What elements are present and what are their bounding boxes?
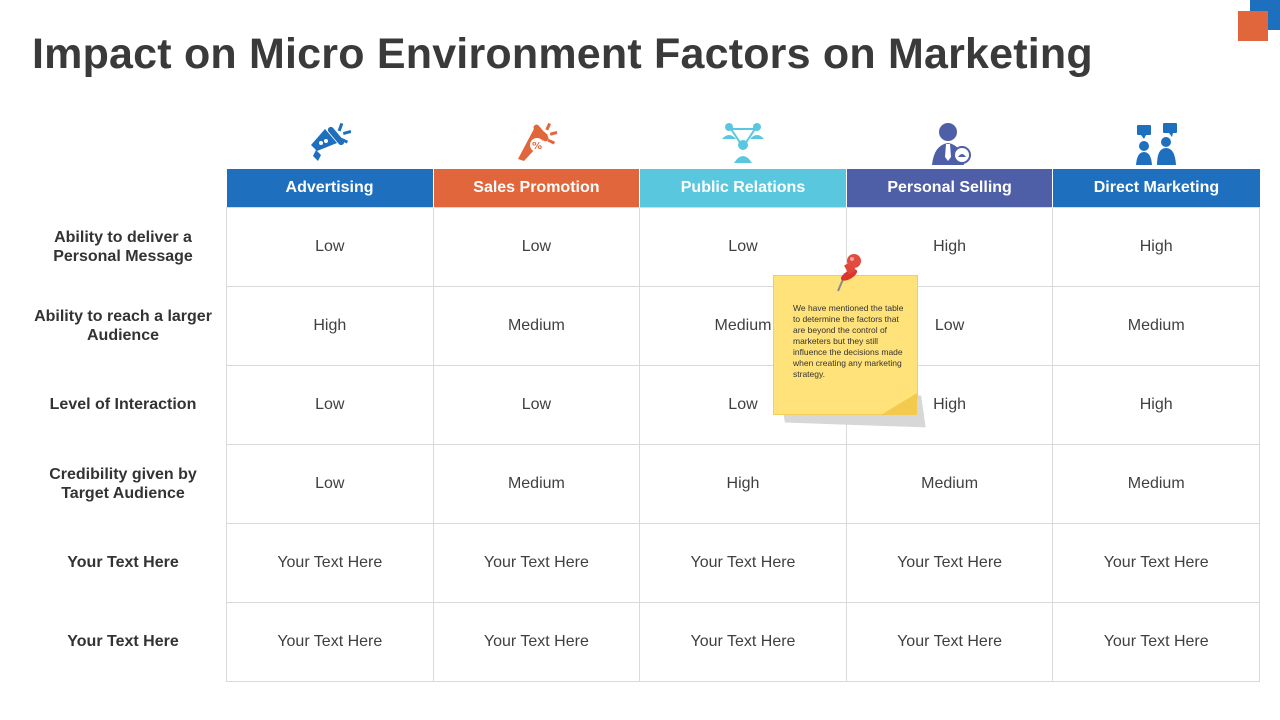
table-cell: Low (226, 207, 434, 287)
row-label: Ability to reach a larger Audience (34, 307, 212, 344)
megaphone-icon (226, 118, 433, 168)
column-header-public-relations: Public Relations (639, 169, 847, 208)
table-cell: Medium (845, 444, 1054, 524)
row-label: Ability to deliver a Personal Message (53, 228, 193, 265)
table-cell: Medium (1052, 286, 1260, 366)
table-cell: Your Text Here (639, 602, 847, 682)
pushpin-icon (837, 254, 861, 292)
table-row: Your Text Here Your Text Here Your Text … (226, 602, 1260, 682)
table-cell: Your Text Here (1052, 602, 1260, 682)
svg-text:%: % (532, 141, 542, 152)
row-label: Your Text Here (67, 554, 179, 571)
discount-megaphone-icon: % (433, 118, 640, 168)
column-header-direct-marketing: Direct Marketing (1052, 169, 1260, 208)
comparison-table: Advertising Sales Promotion Public Relat… (226, 169, 1260, 682)
table-cell: Your Text Here (432, 523, 641, 603)
column-header-advertising: Advertising (226, 169, 434, 208)
row-label: Your Text Here (67, 633, 179, 650)
table-row: Low Low Low High High (226, 365, 1260, 445)
row-label: Level of Interaction (49, 396, 197, 413)
table-cell: Your Text Here (1052, 523, 1260, 603)
table-header-row: Advertising Sales Promotion Public Relat… (226, 169, 1260, 208)
table-cell: Your Text Here (226, 523, 434, 603)
people-chat-icon (1053, 118, 1260, 168)
corner-decoration (0, 0, 1280, 50)
table-cell: High (226, 286, 434, 366)
table-row: Low Low Low High High (226, 207, 1260, 287)
column-icons-row: % (226, 118, 1260, 168)
table-cell: Your Text Here (845, 602, 1054, 682)
table-cell: Low (432, 365, 641, 445)
sticky-note-paper (773, 275, 918, 415)
column-header-personal-selling: Personal Selling (846, 169, 1054, 208)
row-labels: Ability to deliver a Personal Message Ab… (20, 207, 226, 681)
people-network-icon (640, 118, 847, 168)
table-cell: Medium (432, 444, 641, 524)
page-title: Impact on Micro Environment Factors on M… (32, 30, 1093, 78)
corner-square-orange (1238, 11, 1268, 41)
sticky-note-text: We have mentioned the table to determine… (793, 303, 904, 379)
table-cell: High (1052, 207, 1260, 287)
table-row: High Medium Medium Low Medium (226, 286, 1260, 366)
table-cell: Low (226, 365, 434, 445)
sticky-note: We have mentioned the table to determine… (773, 254, 926, 428)
salesperson-icon (846, 118, 1053, 168)
table-cell: Your Text Here (845, 523, 1054, 603)
table-cell: Low (226, 444, 434, 524)
table-cell: High (639, 444, 847, 524)
table-cell: Your Text Here (639, 523, 847, 603)
table-cell: Medium (432, 286, 641, 366)
table-row: Low Medium High Medium Medium (226, 444, 1260, 524)
table-cell: Your Text Here (432, 602, 641, 682)
table-row: Your Text Here Your Text Here Your Text … (226, 523, 1260, 603)
table-cell: Low (432, 207, 641, 287)
row-label: Credibility given by Target Audience (49, 465, 197, 502)
column-header-sales-promotion: Sales Promotion (433, 169, 641, 208)
table-cell: High (1052, 365, 1260, 445)
table-cell: Medium (1052, 444, 1260, 524)
table-cell: Your Text Here (226, 602, 434, 682)
table-cell: High (845, 207, 1054, 287)
